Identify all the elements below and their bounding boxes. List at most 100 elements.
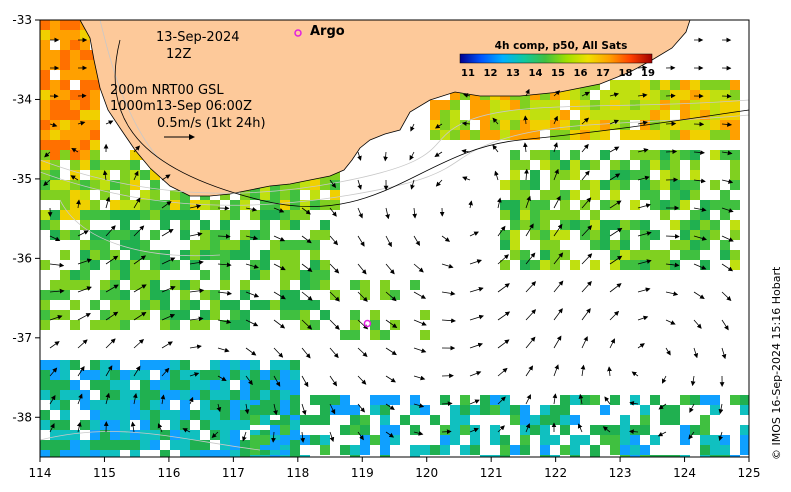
sst-cell [720,210,730,220]
sst-cell [520,250,530,260]
sst-cell [110,320,120,330]
current-arrow [49,262,65,268]
sst-cell [540,200,550,210]
sst-cell [560,110,570,120]
current-arrow [721,291,732,301]
sst-cell [100,320,110,330]
sst-cell [710,130,720,140]
sst-cell [90,90,100,100]
sst-cell [710,200,720,210]
sst-cell [500,200,510,210]
contour-line [40,431,261,451]
current-arrow [637,65,648,71]
sst-cell [450,415,460,425]
current-arrow [553,90,561,97]
sst-cell [650,150,660,160]
current-arrow [357,235,365,247]
sst-cell [500,230,510,240]
sst-cell [310,300,320,310]
sst-cell [510,250,520,260]
current-arrow [133,365,141,377]
x-tick-label: 120 [415,466,438,480]
sst-cell [670,405,680,415]
sst-cell [300,200,310,210]
sst-cell [540,425,550,435]
sst-cell [310,270,320,280]
sst-cell [60,400,70,410]
current-arrow [105,338,116,349]
sst-cell [90,110,100,120]
current-arrow [329,263,340,274]
sst-cell [560,445,570,455]
current-arrow [413,347,427,353]
sst-cell [90,380,100,390]
sst-cell [650,435,660,445]
sst-cell [590,220,600,230]
sst-cell [170,190,180,200]
sst-cell [50,150,60,160]
sst-cell [310,190,320,200]
sst-cell [50,20,60,30]
sst-cell [660,405,670,415]
sst-cell [660,415,670,425]
sst-cell [80,220,90,230]
current-arrow [665,234,680,239]
sst-cell [290,370,300,380]
sst-cell [280,450,290,457]
current-arrow [188,396,194,405]
sst-cell [530,260,540,270]
sst-cell [80,270,90,280]
sst-cell [80,400,90,410]
sst-cell [490,130,500,140]
sst-cell [100,410,110,420]
sst-cell [700,210,710,220]
sst-cell [190,200,200,210]
sst-cell [540,435,550,445]
sst-cell [220,450,230,457]
sst-cell [230,400,240,410]
sst-cell [520,260,530,270]
sst-cell [80,90,90,100]
sst-cell [160,220,170,230]
current-arrow [497,311,511,321]
current-arrow [133,284,147,293]
sst-cell [410,405,420,415]
current-arrow [609,310,620,321]
sst-cell [470,445,480,455]
current-arrow [637,343,645,349]
sst-cell [50,430,60,440]
sst-cell [300,415,310,425]
sst-cell [290,440,300,450]
current-arrow [441,318,456,324]
sst-cell [710,230,720,240]
sst-cell [290,260,300,270]
sst-cell [90,150,100,160]
current-arrow [469,371,482,377]
current-arrow [441,263,454,269]
sst-cell [250,260,260,270]
sst-cell [510,120,520,130]
current-arrow [721,207,734,213]
current-arrow [71,147,79,153]
sst-cell [180,410,190,420]
current-arrow [161,367,170,377]
sst-cell [60,150,70,160]
sst-cell [580,395,590,405]
current-arrow [441,235,451,242]
sst-cell [130,400,140,410]
sst-cell [150,380,160,390]
current-arrow [189,260,204,265]
sst-cell [400,415,410,425]
sst-cell [710,150,720,160]
sst-cell [90,70,100,80]
current-arrow [637,259,652,265]
sst-cell [660,150,670,160]
sst-cell [680,240,690,250]
sst-cell [130,180,140,190]
sst-cell [320,280,330,290]
current-arrow [77,365,85,377]
sst-cell [610,80,620,90]
current-arrow [413,291,427,299]
sst-cell [340,330,350,340]
current-arrow [273,347,284,358]
